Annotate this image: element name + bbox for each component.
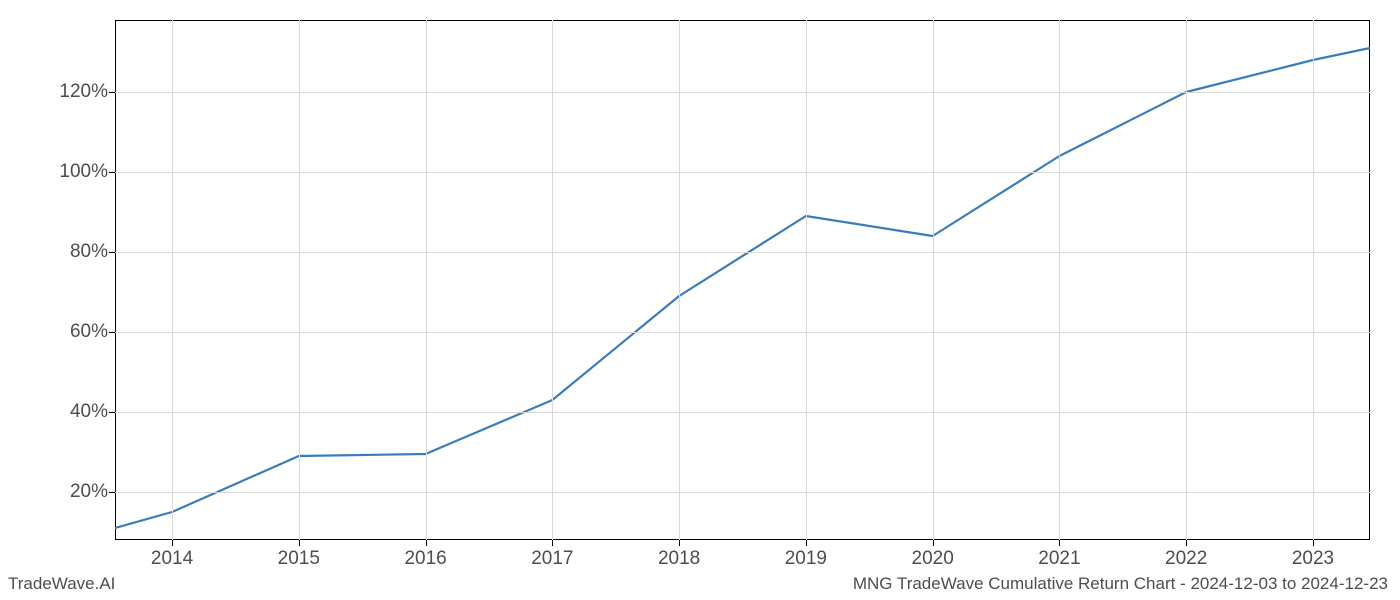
y-tick-label: 60% [48,321,108,343]
grid-line-vertical [679,20,680,540]
x-tick-label: 2017 [531,548,573,570]
x-tick-label: 2021 [1038,548,1080,570]
x-tick-label: 2022 [1165,548,1207,570]
grid-line-vertical [299,20,300,540]
y-tick-label: 100% [48,161,108,183]
grid-line-vertical [426,20,427,540]
x-tick-label: 2016 [404,548,446,570]
y-tick-mark [109,172,115,173]
x-tick-label: 2015 [278,548,320,570]
return-line [115,48,1370,528]
x-tick-label: 2018 [658,548,700,570]
y-tick-mark [109,332,115,333]
x-tick-label: 2020 [912,548,954,570]
chart-plot-area [115,20,1370,540]
x-tick-mark [426,540,427,546]
grid-line-vertical [552,20,553,540]
grid-line-horizontal [115,252,1370,253]
x-tick-mark [1313,540,1314,546]
x-tick-mark [1059,540,1060,546]
y-tick-label: 120% [48,81,108,103]
y-tick-mark [109,92,115,93]
grid-line-vertical [172,20,173,540]
line-series [115,20,1370,540]
x-tick-mark [806,540,807,546]
x-tick-mark [172,540,173,546]
y-tick-label: 80% [48,241,108,263]
grid-line-vertical [1059,20,1060,540]
y-tick-label: 20% [48,481,108,503]
y-tick-mark [109,412,115,413]
footer-caption: MNG TradeWave Cumulative Return Chart - … [853,574,1388,594]
grid-line-vertical [806,20,807,540]
grid-line-horizontal [115,412,1370,413]
x-tick-label: 2014 [151,548,193,570]
y-tick-mark [109,492,115,493]
grid-line-horizontal [115,92,1370,93]
footer-brand: TradeWave.AI [8,574,115,594]
grid-line-vertical [1186,20,1187,540]
x-tick-mark [552,540,553,546]
x-tick-mark [299,540,300,546]
grid-line-horizontal [115,172,1370,173]
grid-line-horizontal [115,332,1370,333]
x-tick-mark [679,540,680,546]
x-tick-mark [1186,540,1187,546]
y-tick-label: 40% [48,401,108,423]
x-tick-label: 2023 [1292,548,1334,570]
grid-line-vertical [933,20,934,540]
x-tick-mark [933,540,934,546]
grid-line-vertical [1313,20,1314,540]
y-tick-mark [109,252,115,253]
grid-line-horizontal [115,492,1370,493]
x-tick-label: 2019 [785,548,827,570]
